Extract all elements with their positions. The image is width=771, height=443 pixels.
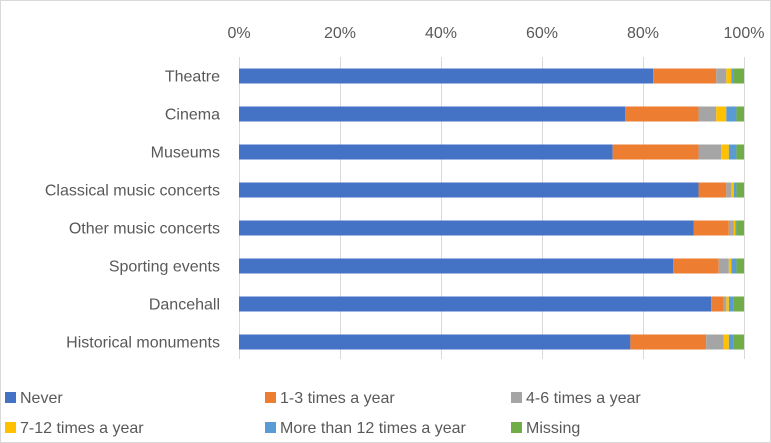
bar-segment (693, 220, 729, 236)
bars (239, 68, 744, 350)
legend-swatch (265, 392, 276, 403)
legend-swatch (265, 422, 276, 433)
bar-segment (731, 182, 734, 198)
bar-segment (726, 68, 732, 84)
bar-segment (733, 68, 744, 84)
bar-segment (735, 220, 737, 236)
bar-segment (239, 258, 674, 274)
bar-segment (728, 296, 734, 312)
bar-segment (239, 106, 626, 122)
bar-segment (653, 68, 717, 84)
bar-segment (612, 144, 699, 160)
bar-segment (721, 144, 729, 160)
bar-segment (736, 106, 744, 122)
bar-segment (728, 144, 737, 160)
bar-segment (736, 144, 744, 160)
bar-segment (733, 334, 744, 350)
bar-segment (698, 182, 727, 198)
legend-label: 4-6 times a year (526, 390, 641, 407)
x-tick-label: 60% (526, 25, 558, 42)
category-label: Other music concerts (69, 221, 220, 238)
bar-segment (239, 334, 631, 350)
bar-segment (728, 334, 734, 350)
legend-swatch (511, 422, 522, 433)
legend-swatch (511, 392, 522, 403)
bar-segment (733, 182, 737, 198)
x-tick-label: 0% (227, 25, 250, 42)
bar-segment (706, 334, 724, 350)
bar-segment (723, 334, 729, 350)
category-label: Theatre (165, 69, 220, 86)
legend-label: 7-12 times a year (20, 420, 144, 437)
category-label: Museums (151, 145, 220, 162)
bar-segment (736, 258, 744, 274)
bar-segment (733, 220, 736, 236)
bar-segment (716, 68, 727, 84)
bar-segment (726, 106, 737, 122)
x-tick-label: 80% (627, 25, 659, 42)
bar-segment (728, 258, 732, 274)
bar-segment (718, 258, 729, 274)
bar-segment (698, 144, 722, 160)
legend: Never 1-3 times a year 4-6 times a year 7-1… (5, 390, 641, 437)
bar-segment (239, 220, 694, 236)
bar-segment (728, 220, 734, 236)
category-label: Cinema (165, 107, 220, 124)
bar-segment (239, 296, 712, 312)
gridlines (239, 57, 745, 359)
bar-segment (733, 296, 744, 312)
category-label: Classical music concerts (45, 183, 220, 200)
bar-segment (625, 106, 699, 122)
bar-segment (731, 68, 734, 84)
bar-segment (239, 144, 613, 160)
legend-label: 1-3 times a year (280, 390, 395, 407)
x-tick-label: 20% (324, 25, 356, 42)
bar-segment (698, 106, 717, 122)
bar-segment (673, 258, 719, 274)
x-tick-label: 40% (425, 25, 457, 42)
category-label: Dancehall (149, 297, 220, 314)
legend-swatch (5, 392, 16, 403)
bar-segment (726, 182, 732, 198)
category-label: Sporting events (109, 259, 220, 276)
bar-segment (239, 68, 654, 84)
bar-segment (716, 106, 727, 122)
bar-segment (239, 182, 699, 198)
bar-segment (736, 182, 744, 198)
bar-segment (731, 258, 737, 274)
legend-label: More than 12 times a year (280, 420, 467, 437)
bar-segment (630, 334, 707, 350)
bar-segment (726, 296, 729, 312)
bar-segment (723, 296, 727, 312)
legend-label: Missing (526, 420, 580, 437)
legend-label: Never (20, 390, 63, 407)
bar-segment (736, 220, 744, 236)
x-tick-label: 100% (724, 25, 765, 42)
legend-swatch (5, 422, 16, 433)
bar-segment (711, 296, 724, 312)
category-label: Historical monuments (66, 335, 220, 352)
